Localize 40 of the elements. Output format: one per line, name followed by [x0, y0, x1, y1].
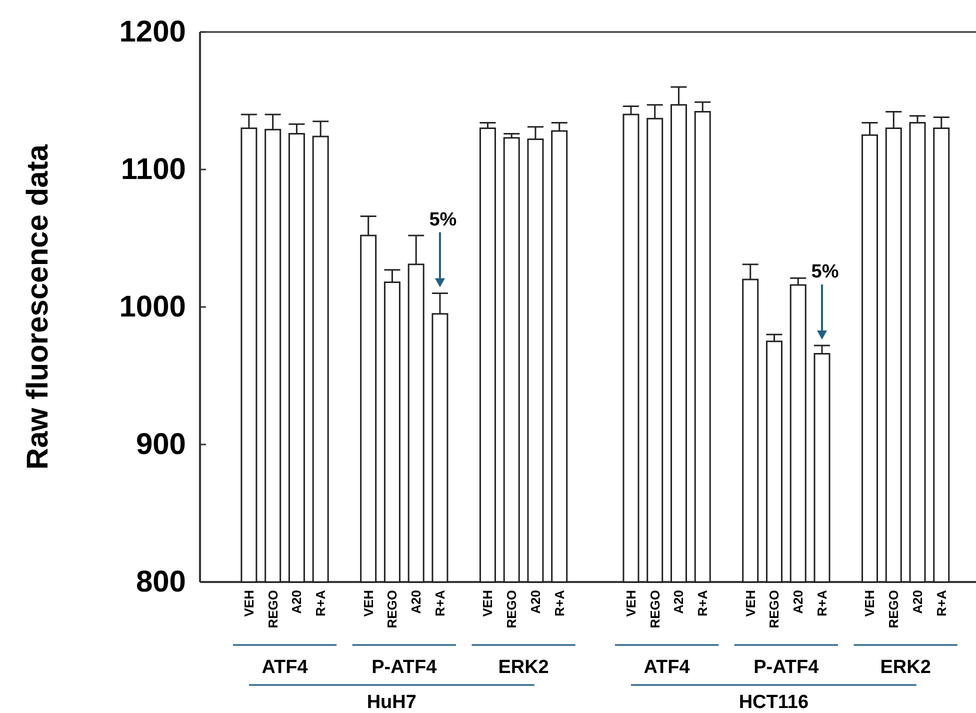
text: ERK2 [880, 657, 931, 678]
x-tick-label: REGO [766, 590, 782, 628]
text: ERK2 [498, 657, 549, 678]
y-tick-label: 1000 [119, 290, 186, 324]
x-tick-label: REGO [384, 590, 400, 628]
text: HuH7 [366, 692, 416, 713]
text: ATF4 [262, 657, 308, 678]
text: P-ATF4 [372, 657, 438, 678]
x-tick-label: R+A [552, 589, 567, 616]
x-tick-label: R+A [432, 589, 448, 616]
x-tick-label: A20 [790, 590, 806, 614]
x-tick-label: VEH [742, 590, 758, 617]
x-tick-label: A20 [408, 590, 424, 614]
x-tick-label: A20 [910, 590, 925, 614]
x-tick-label: R+A [695, 589, 710, 616]
x-tick-label: REGO [647, 590, 662, 628]
x-tick-label: REGO [886, 590, 902, 628]
x-tick-label: A20 [289, 590, 304, 614]
x-tick-label: VEH [241, 590, 256, 617]
y-tick-label: 1100 [120, 153, 186, 186]
y-axis-title: Raw fluorescence data [22, 144, 54, 470]
text: ATF4 [644, 657, 690, 678]
x-tick-label: R+A [313, 589, 328, 616]
x-tick-label: R+A [814, 589, 830, 616]
x-tick-label: REGO [265, 590, 280, 628]
y-tick-label: 1200 [119, 16, 186, 48]
x-tick-label: VEH [480, 590, 496, 617]
text: P-ATF4 [754, 657, 820, 678]
x-tick-label: REGO [504, 590, 520, 628]
y-tick-label: 800 [136, 566, 186, 598]
x-tick-label: A20 [528, 590, 543, 614]
y-tick-label: 900 [136, 428, 186, 461]
x-tick-label: VEH [360, 590, 376, 617]
annotation: 5% [811, 262, 839, 282]
text: HCT116 [738, 692, 809, 713]
annotation: 5% [429, 209, 457, 230]
x-tick-label: A20 [671, 590, 686, 614]
x-tick-label: VEH [623, 590, 638, 617]
x-tick-label: R+A [934, 589, 949, 616]
x-tick-label: VEH [862, 590, 878, 617]
